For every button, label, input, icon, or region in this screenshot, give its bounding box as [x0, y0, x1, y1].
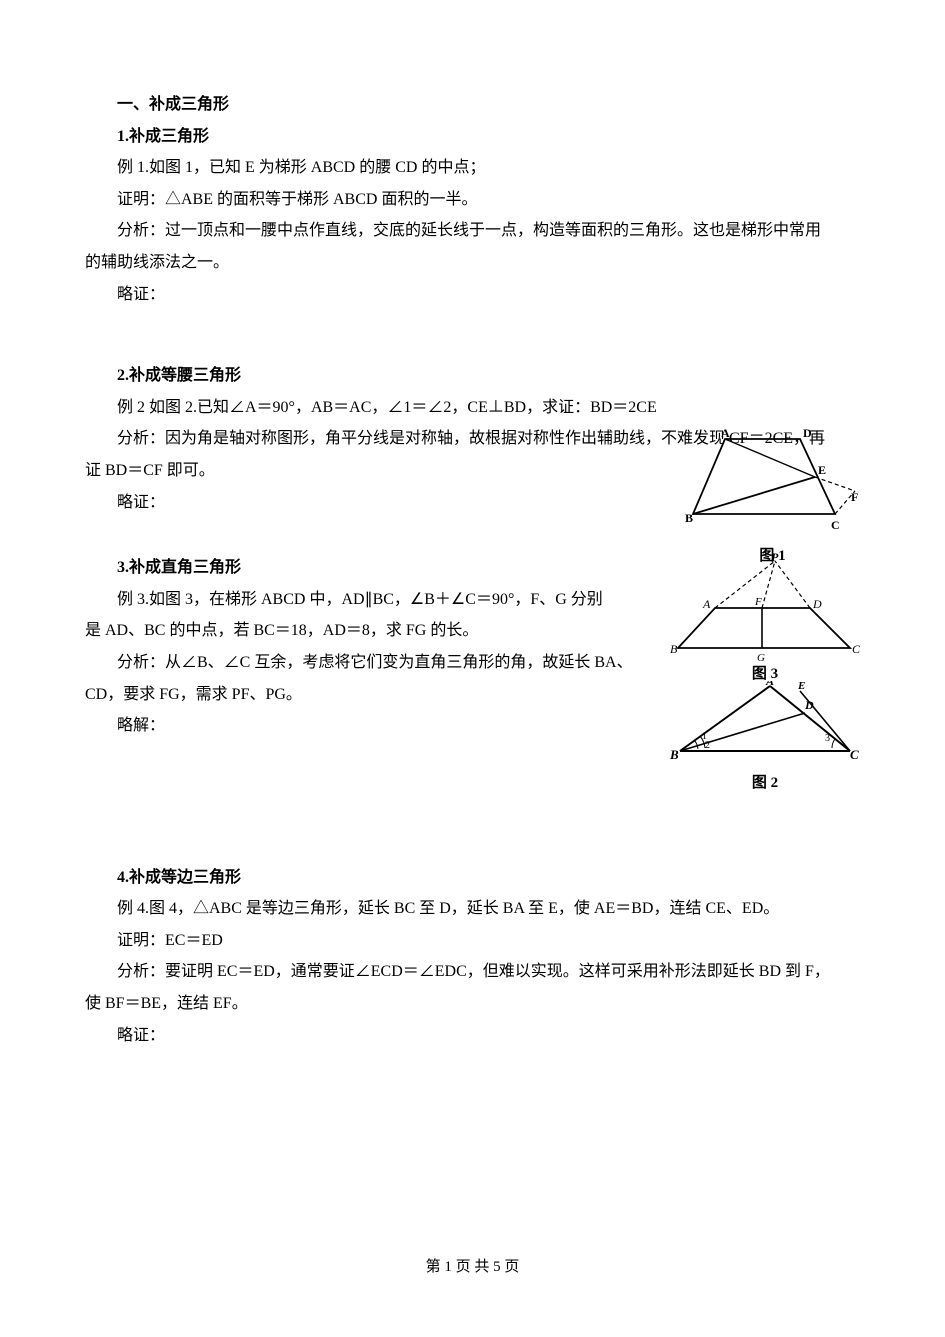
fig3-label-p: P	[771, 553, 779, 564]
sub2-block: 2.补成等腰三角形 例 2 如图 2.已知∠A＝90°，AB＝AC，∠1＝∠2，…	[85, 361, 860, 517]
fig3-label-b: B	[670, 642, 678, 656]
sub1-line3: 分析：过一顶点和一腰中点作直线，交底的延长线于一点，构造等面积的三角形。这也是梯…	[85, 216, 860, 246]
sub3-line1: 例 3.如图 3，在梯形 ABCD 中，AD∥BC，∠B＋∠C＝90°，F、G …	[85, 585, 655, 615]
svg-text:2: 2	[705, 740, 710, 751]
fig2-label-b: B	[670, 747, 679, 762]
sub3-heading: 3.补成直角三角形	[85, 553, 655, 583]
sub3-line5: 略解：	[85, 711, 655, 741]
sub1-line1: 例 1.如图 1，已知 E 为梯形 ABCD 的腰 CD 的中点；	[85, 153, 860, 183]
fig3-svg: P A D F B C G	[670, 553, 860, 663]
fig1-label-a: A	[721, 429, 730, 440]
fig1-label-b: B	[685, 511, 693, 525]
figure-2: B C A E D 1 2 3 图 2	[670, 681, 860, 798]
fig1-svg: A D E B C F	[685, 429, 860, 539]
fig2-caption: 图 2	[670, 770, 860, 798]
sub1-line2: 证明：△ABE 的面积等于梯形 ABCD 面积的一半。	[85, 185, 860, 215]
sub4-line3: 分析：要证明 EC＝ED，通常要证∠ECD＝∠EDC，但难以实现。这样可采用补形…	[85, 957, 860, 987]
fig1-label-e: E	[818, 463, 826, 477]
sub4-line5: 略证：	[85, 1021, 860, 1051]
sub4-line2: 证明：EC＝ED	[85, 926, 860, 956]
fig3-label-f: F	[754, 596, 762, 608]
fig1-label-f: F	[851, 490, 858, 504]
svg-text:3: 3	[825, 733, 830, 744]
sub4-line4: 使 BF＝BE，连结 EF。	[85, 989, 860, 1019]
fig2-label-a: A	[765, 681, 774, 688]
sub1-heading: 1.补成三角形	[85, 122, 860, 152]
sub3-line3: 分析：从∠B、∠C 互余，考虑将它们变为直角三角形的角，故延长 BA、	[85, 648, 655, 678]
fig2-label-c: C	[850, 747, 859, 762]
figure-1: A D E B C F 图 1	[685, 429, 860, 571]
sub1-line4: 的辅助线添法之一。	[85, 248, 860, 278]
sub2-line1: 例 2 如图 2.已知∠A＝90°，AB＝AC，∠1＝∠2，CE⊥BD，求证：B…	[85, 393, 860, 423]
fig2-svg: B C A E D 1 2 3	[670, 681, 860, 766]
figure-3: P A D F B C G 图 3	[670, 553, 860, 689]
sub4-heading: 4.补成等边三角形	[85, 863, 860, 893]
sub4-line1: 例 4.图 4，△ABC 是等边三角形，延长 BC 至 D，延长 BA 至 E，…	[85, 894, 860, 924]
sub2-heading: 2.补成等腰三角形	[85, 361, 860, 391]
sub1-line5: 略证：	[85, 280, 860, 310]
section-title: 一、补成三角形	[85, 90, 860, 120]
sub3-block: 3.补成直角三角形 例 3.如图 3，在梯形 ABCD 中，AD∥BC，∠B＋∠…	[85, 553, 860, 741]
fig3-label-d: D	[812, 597, 822, 611]
fig3-label-a: A	[702, 597, 711, 611]
fig3-label-c: C	[852, 642, 860, 656]
fig1-label-c: C	[831, 518, 840, 532]
sub3-line4: CD，要求 FG，需求 PF、PG。	[85, 680, 655, 710]
fig1-label-d: D	[803, 429, 812, 440]
page-footer: 第 1 页 共 5 页	[0, 1254, 945, 1282]
fig2-label-d: D	[804, 698, 814, 712]
sub3-line2: 是 AD、BC 的中点，若 BC＝18，AD＝8，求 FG 的长。	[85, 616, 655, 646]
fig2-label-e: E	[797, 681, 805, 692]
